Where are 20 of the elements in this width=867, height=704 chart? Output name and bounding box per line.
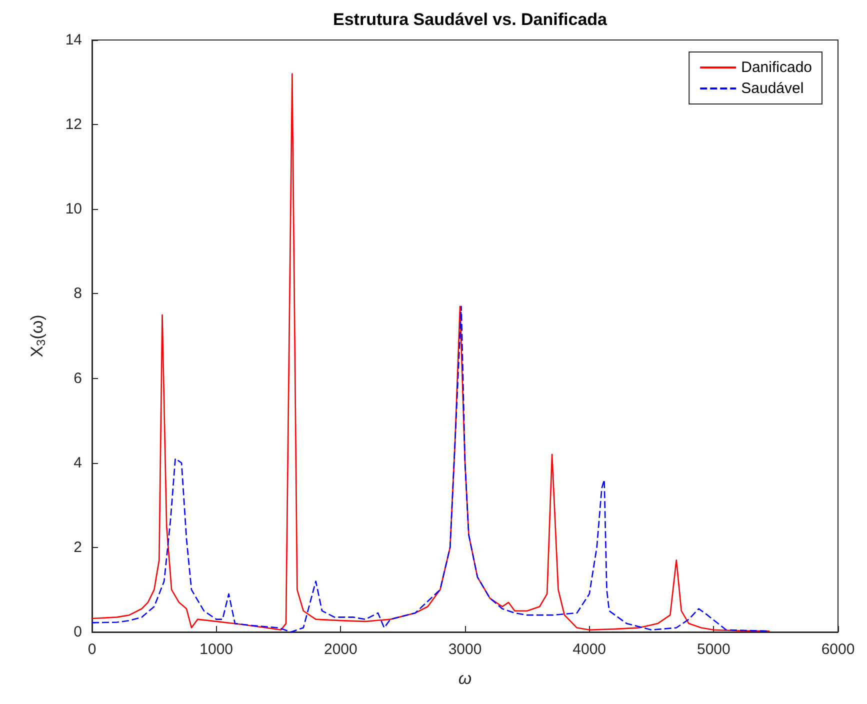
y-tick-label: 6 bbox=[74, 370, 82, 387]
x-tick-label: 4000 bbox=[572, 641, 606, 658]
x-tick-label: 6000 bbox=[821, 641, 855, 658]
y-tick-label: 0 bbox=[74, 624, 82, 640]
x-tick-label: 5000 bbox=[696, 641, 730, 658]
x-tick-label: 3000 bbox=[448, 641, 482, 658]
x-axis-title: ω bbox=[458, 669, 472, 688]
y-tick-label: 12 bbox=[65, 116, 82, 134]
y-tick-label: 4 bbox=[74, 454, 82, 472]
y-tick-label: 8 bbox=[74, 285, 82, 302]
legend-label: Danificado bbox=[741, 59, 812, 76]
y-axis-title: X3(ω) bbox=[28, 314, 48, 358]
y-tick-label: 10 bbox=[65, 200, 82, 218]
y-tick-label: 14 bbox=[65, 32, 82, 48]
y-tick-label: 2 bbox=[74, 538, 82, 556]
x-tick-label: 2000 bbox=[324, 641, 358, 658]
legend-label: Saudável bbox=[741, 80, 804, 97]
x-tick-label: 0 bbox=[88, 641, 96, 658]
x-tick-label: 1000 bbox=[200, 641, 234, 658]
chart-title: Estrutura Saudável vs. Danificada bbox=[333, 10, 608, 29]
